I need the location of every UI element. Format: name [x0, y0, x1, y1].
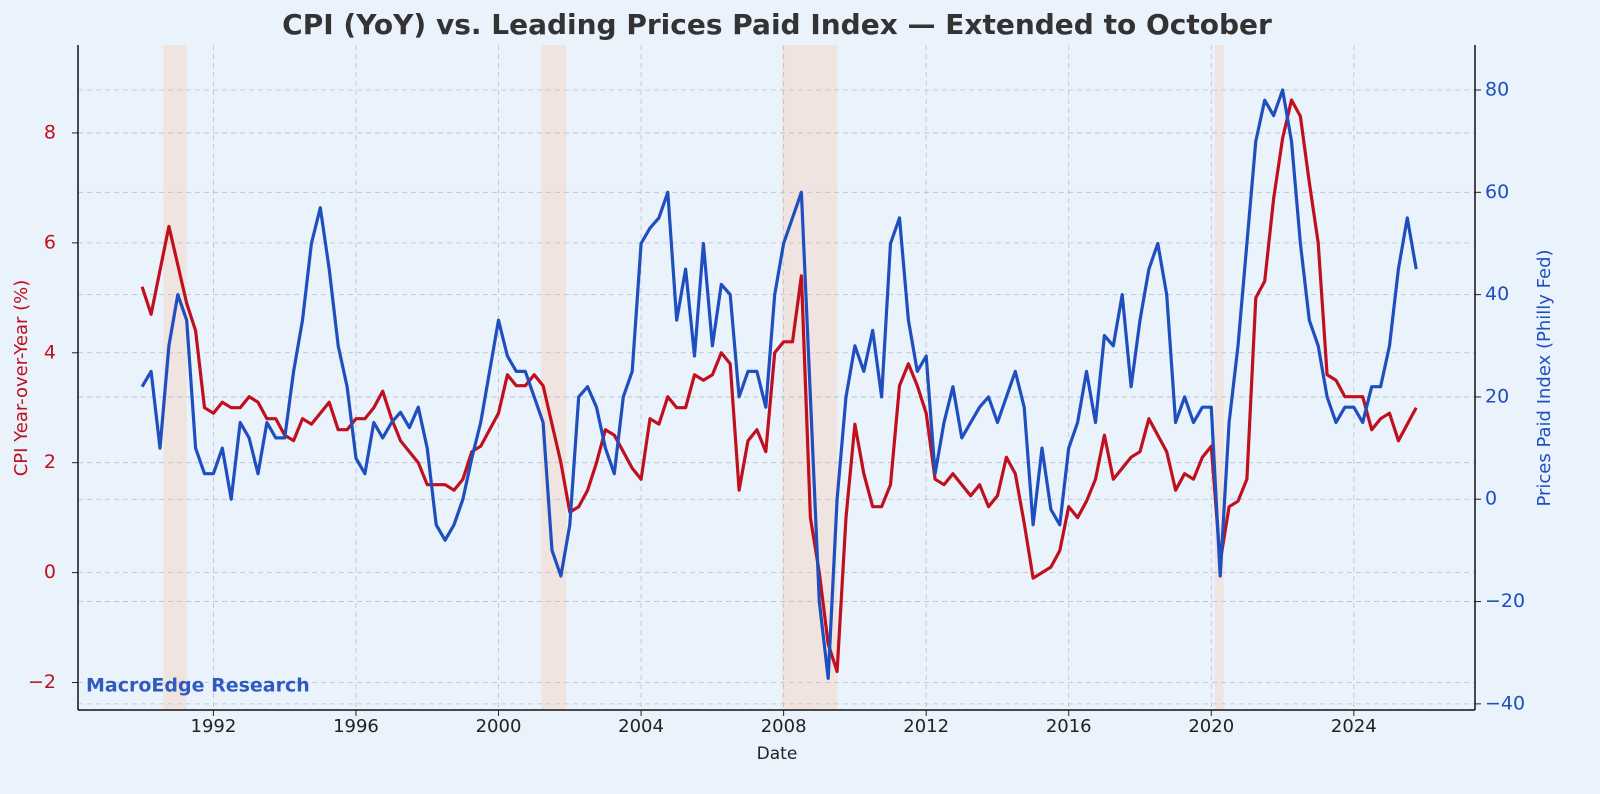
y-tick-label: 0 — [44, 561, 56, 583]
x-tick-label: 2016 — [1046, 716, 1092, 737]
x-tick-label: 2008 — [761, 716, 807, 737]
series-line — [140, 88, 1418, 680]
x-tick-label: 2004 — [618, 716, 664, 737]
y-tick-label: −2 — [28, 671, 56, 693]
watermark: MacroEdge Research — [86, 675, 310, 697]
recession-band — [163, 45, 187, 710]
x-axis-label: Date — [757, 744, 798, 764]
x-tick-label: 2020 — [1188, 716, 1234, 737]
x-tick-label: 1996 — [333, 716, 379, 737]
y-axis-label: CPI Year-over-Year (%) — [11, 280, 32, 477]
y2-tick-label: 0 — [1485, 488, 1497, 510]
y-tick-label: 2 — [44, 451, 56, 473]
y2-tick-label: 40 — [1485, 283, 1509, 305]
x-tick-label: 2024 — [1331, 716, 1377, 737]
chart-title: CPI (YoY) vs. Leading Prices Paid Index … — [282, 8, 1272, 41]
y2-tick-label: 60 — [1485, 181, 1509, 203]
y2-tick-label: −40 — [1485, 692, 1525, 714]
recession-band — [1214, 45, 1224, 710]
y2-tick-label: −20 — [1485, 590, 1525, 612]
x-tick-label: 2012 — [903, 716, 949, 737]
y-tick-label: 8 — [44, 121, 56, 143]
recession-band — [541, 45, 567, 710]
y2-axis-label: Prices Paid Index (Philly Fed) — [1534, 249, 1555, 506]
x-tick-label: 1992 — [191, 716, 237, 737]
y2-tick-label: 20 — [1485, 385, 1509, 407]
y-tick-label: 4 — [44, 341, 56, 363]
y2-tick-label: 80 — [1485, 79, 1509, 101]
series-line — [140, 98, 1418, 674]
x-tick-label: 2000 — [476, 716, 522, 737]
y-tick-label: 6 — [44, 231, 56, 253]
